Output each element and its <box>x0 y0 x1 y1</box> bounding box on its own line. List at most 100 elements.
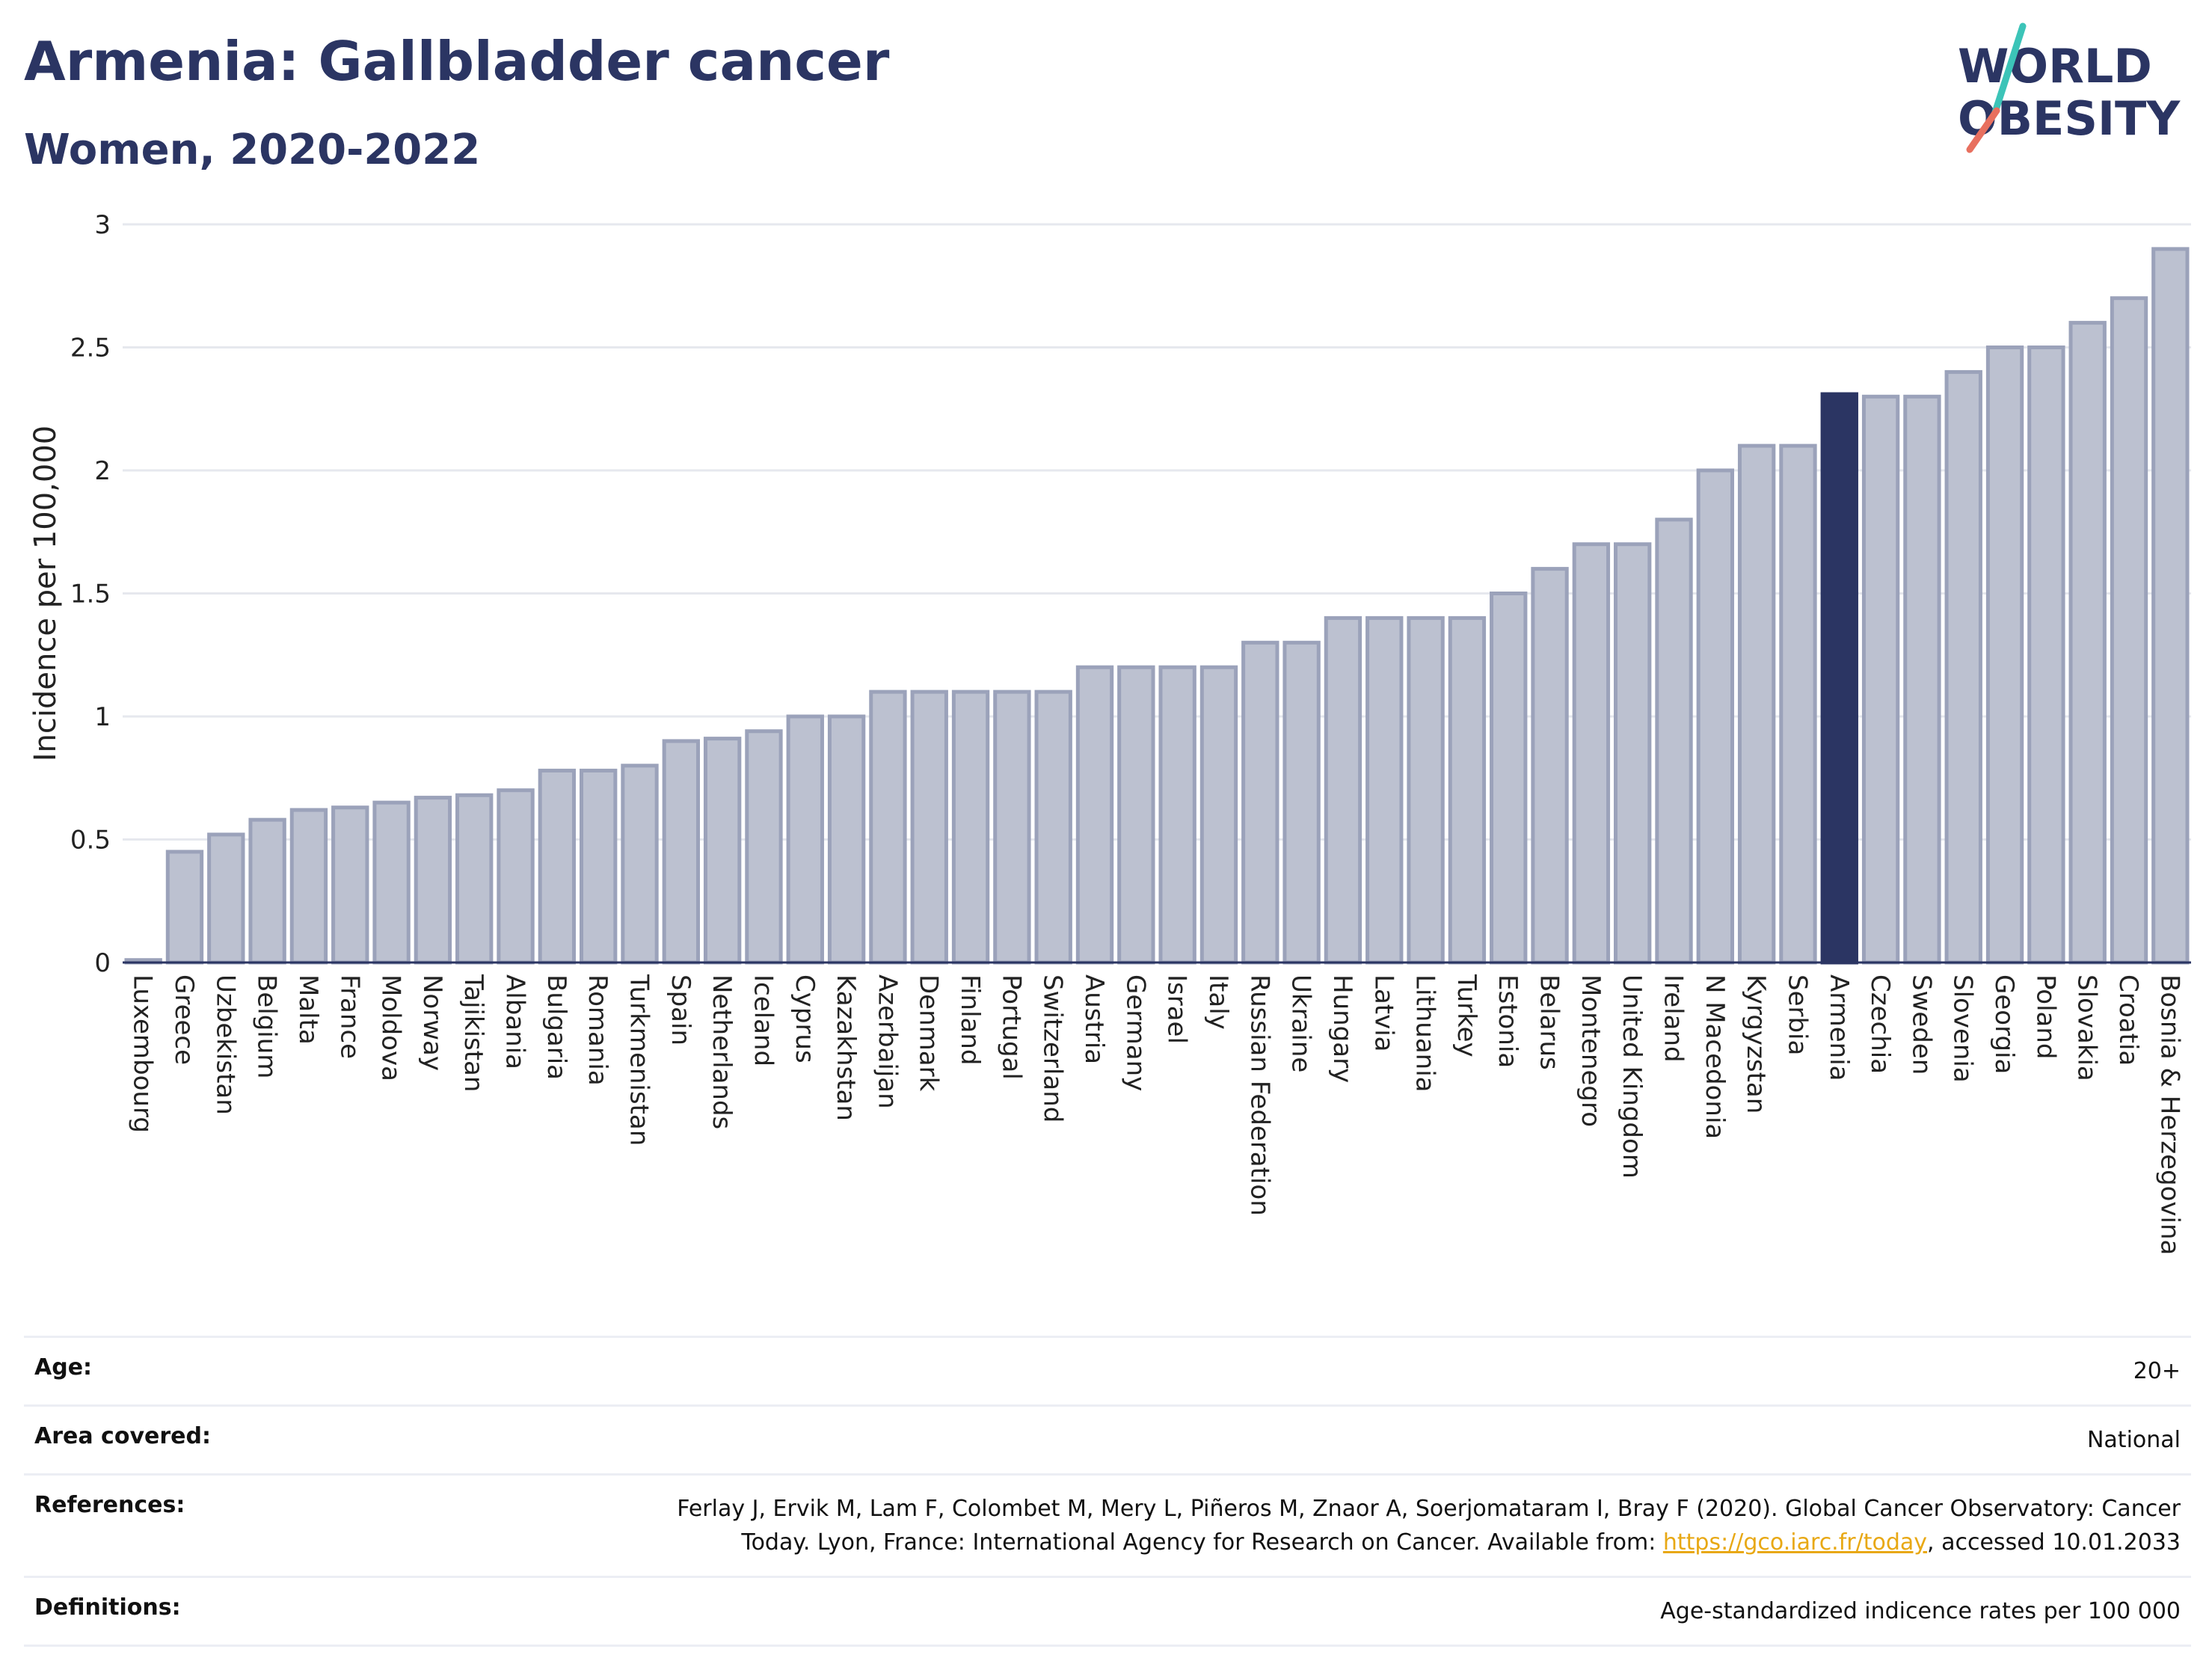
x-tick-label: Italy <box>1203 974 1233 1030</box>
bar <box>951 690 990 965</box>
x-tick-label: Germany <box>1120 974 1150 1091</box>
x-tick-label: Estonia <box>1493 974 1523 1068</box>
x-tick-label: N Macedonia <box>1700 974 1730 1139</box>
x-tick-label: Greece <box>169 974 199 1065</box>
y-tick-label: 3 <box>94 210 111 240</box>
x-tick-label: Poland <box>2030 974 2060 1060</box>
bar <box>2110 296 2148 965</box>
bar <box>1613 542 1652 965</box>
chart-title: Armenia: Gallbladder cancer <box>24 30 890 93</box>
bar <box>1490 592 1528 965</box>
x-tick-label: Netherlands <box>707 974 737 1129</box>
x-tick-label: Spain <box>666 974 695 1045</box>
bar <box>1199 665 1238 965</box>
x-tick-label: Armenia <box>1824 974 1854 1081</box>
bar <box>1158 665 1196 965</box>
x-tick-label: Kyrgyzstan <box>1741 974 1771 1114</box>
x-tick-label: Iceland <box>748 974 778 1066</box>
y-tick-label: 2.5 <box>70 334 111 363</box>
x-tick-label: Belarus <box>1534 974 1564 1070</box>
bar <box>1117 665 1155 965</box>
bar <box>993 690 1031 965</box>
bar <box>1944 369 1982 965</box>
x-tick-label: Israel <box>1162 974 1192 1044</box>
x-tick-label: Switzerland <box>1038 974 1068 1123</box>
x-tick-label: Kazakhstan <box>831 974 861 1121</box>
x-tick-label: Czechia <box>1865 974 1895 1074</box>
area-value: National <box>2086 1427 2181 1453</box>
bar <box>538 768 577 965</box>
info-row-definitions: Definitions: Age-standardized indicence … <box>24 1576 2191 1647</box>
bar <box>1861 394 1900 965</box>
x-tick-label: Albania <box>500 974 530 1069</box>
x-tick-label: Montenegro <box>1576 974 1606 1127</box>
x-tick-label: Romania <box>583 974 612 1086</box>
bar <box>1572 542 1611 965</box>
bar <box>621 764 659 965</box>
x-tick-label: Lithuania <box>1410 974 1440 1092</box>
x-tick-label: Georgia <box>1989 974 2019 1074</box>
age-label: Age: <box>34 1354 93 1381</box>
x-tick-label: Malta <box>293 974 323 1045</box>
y-tick-label: 1 <box>94 702 111 732</box>
x-tick-label: Latvia <box>1368 974 1398 1052</box>
y-tick-label: 1.5 <box>70 580 111 610</box>
x-tick-label: Turkmenistan <box>624 974 654 1146</box>
bar <box>455 793 494 965</box>
x-tick-label: Portugal <box>996 974 1026 1080</box>
x-tick-label: Serbia <box>1782 974 1812 1055</box>
bar <box>786 714 824 965</box>
x-tick-label: Cyprus <box>790 974 820 1063</box>
bar <box>414 796 452 965</box>
bar <box>745 729 783 965</box>
logo-word-world: WORLD <box>1958 39 2152 93</box>
x-tick-label: Azerbaijan <box>872 974 902 1109</box>
bar <box>1985 346 2024 965</box>
x-tick-label: Austria <box>1079 974 1109 1064</box>
bar <box>1324 615 1362 965</box>
bar <box>579 768 618 965</box>
y-axis-ticks: 0 0.5 1 1.5 2 2.5 3 <box>70 210 111 978</box>
bar-highlighted <box>1820 392 1858 965</box>
bar <box>1448 615 1487 965</box>
x-tick-label: Croatia <box>2113 974 2143 1066</box>
bar <box>331 805 369 965</box>
definitions-label: Definitions: <box>34 1594 181 1621</box>
bar <box>497 788 535 965</box>
bar <box>1779 443 1817 965</box>
x-tick-label: Slovenia <box>1948 974 1978 1083</box>
bar <box>2027 346 2065 965</box>
references-accessed: , accessed 10.01.2033 <box>1927 1529 2181 1556</box>
bar <box>827 714 866 965</box>
info-row-references: References: Ferlay J, Ervik M, Lam F, Co… <box>24 1473 2191 1576</box>
references-label: References: <box>34 1492 185 1518</box>
x-tick-label: Russian Federation <box>1244 974 1274 1216</box>
x-tick-label: United Kingdom <box>1617 974 1647 1179</box>
y-tick-label: 0 <box>94 948 111 978</box>
x-tick-label: Moldova <box>376 974 406 1081</box>
bar <box>2068 321 2107 965</box>
bar <box>869 690 907 965</box>
x-tick-label: Hungary <box>1327 974 1357 1083</box>
bar-chart: 0 0.5 1 1.5 2 2.5 3 Luxembourg Greece Uzbekistan… <box>28 210 2191 1255</box>
bar <box>1241 640 1279 965</box>
bar <box>1407 615 1445 965</box>
x-axis-labels: Luxembourg Greece Uzbekistan Belgium Malta Fr… <box>128 974 2185 1255</box>
references-value: Ferlay J, Ervik M, Lam F, Colombet M, Me… <box>610 1492 2181 1559</box>
x-tick-label: France <box>334 974 364 1059</box>
y-tick-label: 0.5 <box>70 826 111 856</box>
bar <box>1903 394 1941 965</box>
x-tick-label: Slovakia <box>2072 974 2102 1081</box>
bar <box>1282 640 1321 965</box>
x-tick-label: Finland <box>955 974 985 1066</box>
bars <box>124 247 2190 965</box>
x-tick-label: Luxembourg <box>128 974 158 1133</box>
references-link[interactable]: https://gco.iarc.fr/today <box>1662 1529 1928 1556</box>
bar <box>1737 443 1776 965</box>
info-row-area: Area covered: National <box>24 1404 2191 1473</box>
x-tick-label: Sweden <box>1906 974 1936 1075</box>
x-tick-label: Uzbekistan <box>210 974 240 1115</box>
logo-slash-coral <box>1966 107 2000 153</box>
bar <box>1075 665 1114 965</box>
x-tick-label: Denmark <box>914 974 944 1092</box>
